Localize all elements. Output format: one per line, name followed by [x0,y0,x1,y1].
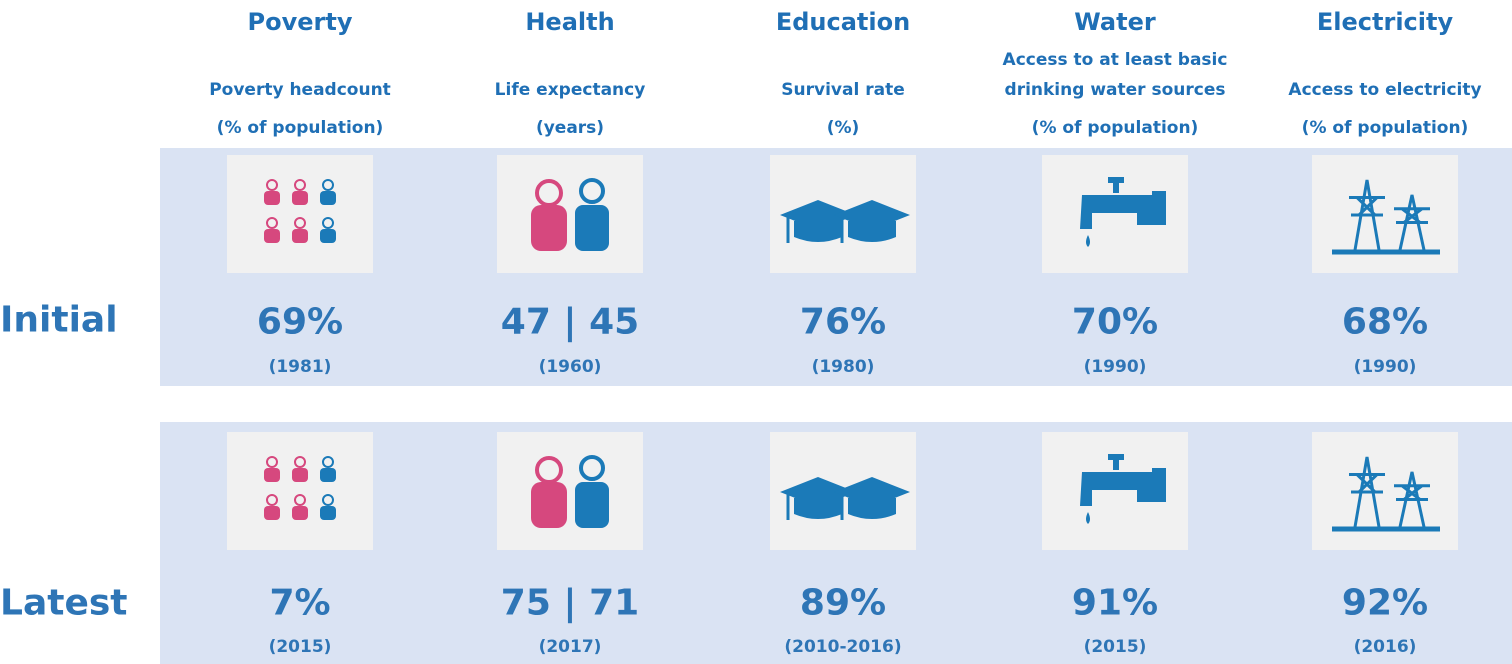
column-subtitle: Access to at least basic [1002,50,1228,70]
column-title: Poverty [247,8,353,36]
icon-graphic [531,178,609,251]
value: 69% [256,301,344,343]
icon [1042,432,1188,550]
icon-graphic [1332,179,1440,255]
year: (1980) [811,357,875,377]
year: (1990) [1083,357,1147,377]
value: 70% [1071,301,1159,343]
year: (2015) [268,637,332,657]
year: (2010-2016) [784,637,902,657]
icon [770,432,916,550]
column-subtitle: (years) [535,118,605,138]
icon-graphic [531,455,609,528]
year: (1960) [538,357,602,377]
value: 92% [1341,582,1429,624]
icon [227,432,373,550]
value: 7% [269,582,331,624]
icon [497,432,643,550]
value: 76% [799,301,887,343]
value: 68% [1341,301,1429,343]
column-subtitle: Poverty headcount [209,80,391,100]
icon [1312,155,1458,273]
value: 75 | 71 [500,582,640,624]
column-subtitle: (% of population) [1031,118,1199,138]
icon-graphic [1080,177,1166,247]
icon-graphic [780,477,910,520]
value: 47 | 45 [500,301,640,343]
column-subtitle: Survival rate [781,80,905,100]
value: 91% [1071,582,1159,624]
column-subtitle: drinking water sources [1004,80,1226,100]
column-subtitle: Access to electricity [1288,80,1482,100]
icon [227,155,373,273]
column-title: Water [1074,8,1156,36]
year: (1990) [1353,357,1417,377]
icon [1042,155,1188,273]
row-label: Initial [0,299,118,341]
year: (2016) [1353,637,1417,657]
row-label: Latest [0,582,128,624]
column-subtitle: (% of population) [216,118,384,138]
column-title: Health [525,8,615,36]
icon [1312,432,1458,550]
column-title: Education [775,8,911,36]
year: (1981) [268,357,332,377]
column-subtitle: (% of population) [1301,118,1469,138]
icon-graphic [264,456,336,520]
icon-graphic [264,179,336,243]
column-subtitle: (%) [826,118,860,138]
icon-graphic [1332,456,1440,532]
year: (2017) [538,637,602,657]
icon-graphic [780,200,910,243]
column-subtitle: Life expectancy [494,80,646,100]
icon [497,155,643,273]
icon [770,155,916,273]
value: 89% [799,582,887,624]
year: (2015) [1083,637,1147,657]
column-title: Electricity [1316,8,1454,36]
icon-graphic [1080,454,1166,524]
